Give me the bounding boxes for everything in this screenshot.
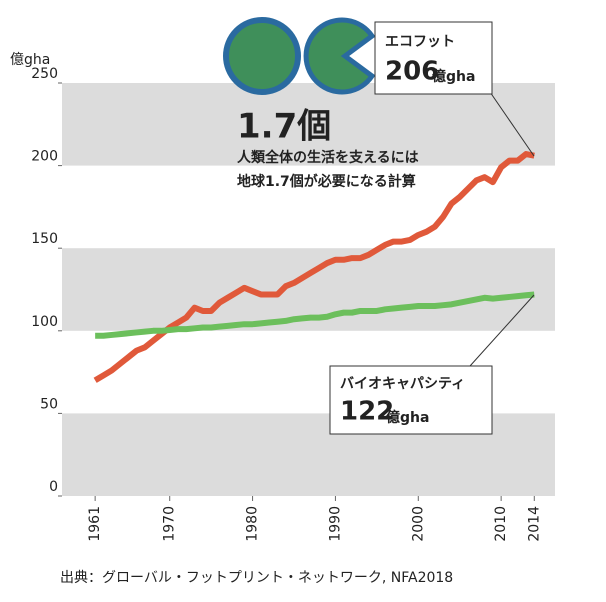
callout-unit: 億gha xyxy=(386,409,429,426)
callout-value: 122 xyxy=(340,397,394,427)
x-tick-label: 1980 xyxy=(245,506,261,542)
callout-value: 206 xyxy=(385,57,439,87)
y-tick-label: 100 xyxy=(31,314,58,330)
y-tick-label: 200 xyxy=(31,149,58,165)
legend-label: バイオキャパシティ xyxy=(340,376,465,392)
callout-line xyxy=(489,91,535,157)
earths-count: 1.7個 xyxy=(237,107,331,147)
x-tick-label: 1970 xyxy=(162,506,178,542)
callout-box xyxy=(329,365,493,435)
x-tick-label: 1990 xyxy=(327,506,343,542)
earths-note: 地球1.7個が必要になる計算 xyxy=(237,173,416,190)
earths-note: 人類全体の生活を支えるには xyxy=(237,149,419,166)
legend-label: エコフット xyxy=(385,34,455,50)
partial-globe xyxy=(303,17,376,95)
series-line xyxy=(95,291,535,339)
x-tick-label: 2000 xyxy=(410,506,426,542)
y-unit: 億gha xyxy=(10,52,50,68)
x-tick-label: 1961 xyxy=(87,506,103,542)
y-tick-label: 50 xyxy=(40,396,58,412)
callout-line xyxy=(469,294,535,367)
globe xyxy=(226,20,298,92)
band xyxy=(62,83,555,166)
x-tick-label: 2014 xyxy=(526,506,542,542)
globe-edge xyxy=(223,17,301,95)
source: 出典：グローバル・フットプリント・ネットワーク, NFA2018 xyxy=(60,570,453,586)
callout-box xyxy=(374,21,493,95)
x-tick-label: 2010 xyxy=(493,506,509,542)
y-tick-label: 250 xyxy=(31,66,58,82)
y-tick-label: 0 xyxy=(49,479,58,495)
y-tick-label: 150 xyxy=(31,231,58,247)
callout-unit: 億gha xyxy=(432,68,475,85)
